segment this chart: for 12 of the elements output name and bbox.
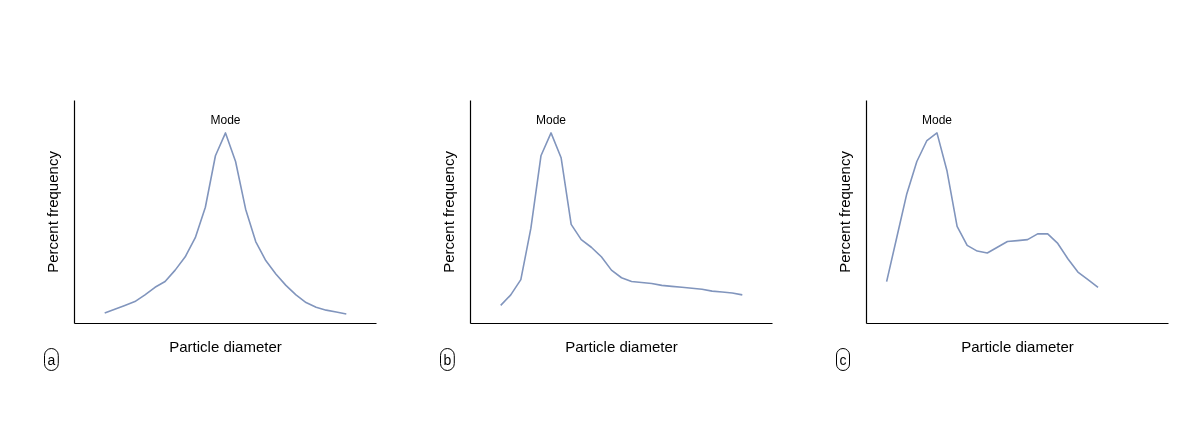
annotation: Mode	[536, 112, 567, 127]
x-axis-title: Particle diameter	[565, 337, 678, 355]
x-axis-title: Particle diameter	[169, 337, 282, 355]
text: a	[47, 351, 56, 368]
y-axis-title: Percent frequency	[439, 150, 457, 273]
annotation: Mode	[921, 112, 953, 127]
x-axis-title: Particle diameter	[961, 337, 1074, 355]
text: c	[839, 351, 847, 368]
text: b	[443, 351, 452, 368]
annotation: Mode	[210, 112, 241, 127]
y-axis-title: Percent frequency	[835, 150, 853, 273]
y-axis-title: Percent frequency	[43, 150, 61, 273]
